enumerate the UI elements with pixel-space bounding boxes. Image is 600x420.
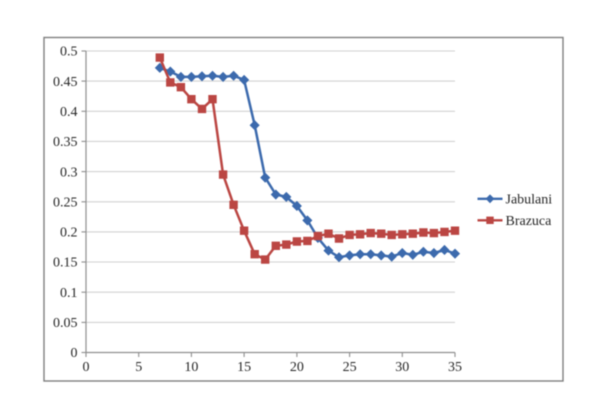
svg-text:0.4: 0.4 — [60, 105, 78, 120]
svg-text:0.2: 0.2 — [60, 226, 78, 241]
svg-text:20: 20 — [290, 360, 304, 375]
svg-text:0: 0 — [71, 346, 78, 361]
svg-text:0.1: 0.1 — [60, 286, 78, 301]
svg-text:15: 15 — [237, 360, 251, 375]
svg-text:Brazuca: Brazuca — [506, 214, 553, 229]
svg-text:25: 25 — [343, 360, 357, 375]
svg-text:5: 5 — [135, 360, 142, 375]
svg-text:10: 10 — [184, 360, 198, 375]
svg-text:0: 0 — [83, 360, 90, 375]
svg-text:35: 35 — [448, 360, 462, 375]
svg-text:30: 30 — [395, 360, 409, 375]
svg-text:0.35: 0.35 — [53, 135, 78, 150]
svg-text:0.25: 0.25 — [53, 195, 78, 210]
svg-text:0.45: 0.45 — [53, 75, 78, 90]
svg-text:0.05: 0.05 — [53, 316, 78, 331]
svg-text:0.5: 0.5 — [60, 45, 78, 60]
svg-text:0.15: 0.15 — [53, 256, 78, 271]
svg-text:0.3: 0.3 — [60, 165, 78, 180]
svg-text:Jabulani: Jabulani — [506, 193, 553, 208]
